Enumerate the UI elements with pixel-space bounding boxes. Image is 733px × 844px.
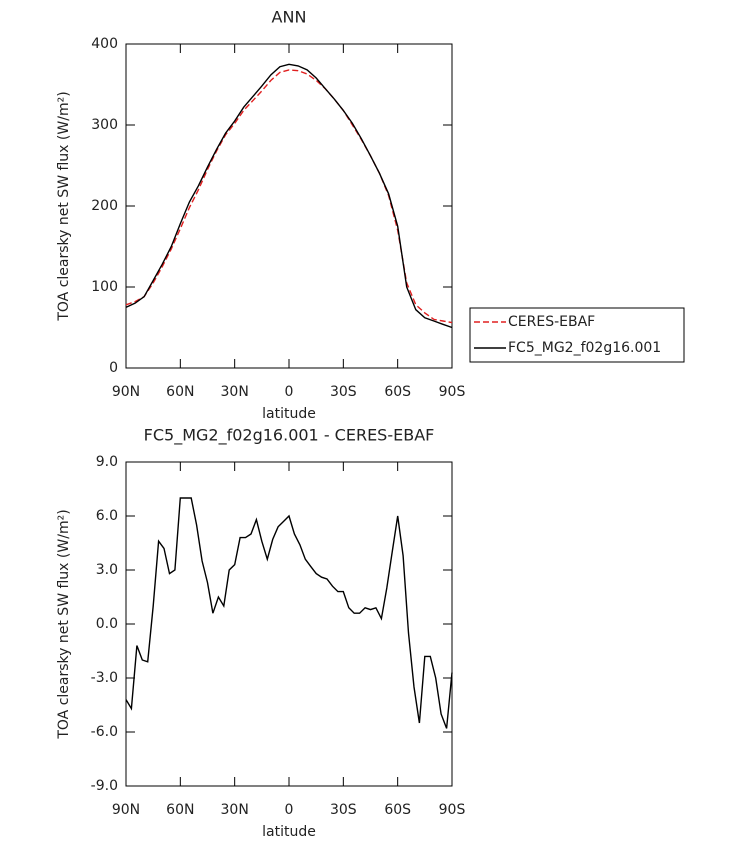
y-tick-label: 6.0 xyxy=(96,508,118,524)
x-tick-label: 30N xyxy=(221,802,249,818)
y-tick-label: 300 xyxy=(91,117,118,133)
data-line xyxy=(125,497,453,729)
plot-frame xyxy=(125,43,453,369)
y-tick-label: 3.0 xyxy=(96,562,118,578)
y-tick-label: 100 xyxy=(91,279,118,295)
y-tick-label: -6.0 xyxy=(91,724,118,740)
x-tick-label: 0 xyxy=(285,802,294,818)
y-tick-label: 400 xyxy=(91,36,118,52)
y-tick-label: 9.0 xyxy=(96,454,118,470)
x-tick-label: 60N xyxy=(166,384,194,400)
y-axis-label: TOA clearsky net SW flux (W/m²) xyxy=(56,91,72,321)
x-tick-label: 60N xyxy=(166,802,194,818)
x-tick-label: 60S xyxy=(384,802,411,818)
x-tick-label: 90S xyxy=(439,802,466,818)
x-tick-label: 90N xyxy=(112,384,140,400)
x-tick-label: 90S xyxy=(439,384,466,400)
x-tick-label: 30S xyxy=(330,384,357,400)
chart-title: FC5_MG2_f02g16.001 - CERES-EBAF xyxy=(144,426,435,446)
x-tick-label: 30N xyxy=(221,384,249,400)
y-tick-label: -9.0 xyxy=(91,778,118,794)
y-tick-label: 0 xyxy=(109,360,118,376)
chart-title: ANN xyxy=(272,8,307,27)
x-tick-label: 0 xyxy=(285,384,294,400)
data-line xyxy=(125,63,453,329)
x-axis-label: latitude xyxy=(262,406,316,422)
x-tick-label: 90N xyxy=(112,802,140,818)
plot-frame xyxy=(125,461,453,787)
x-tick-label: 30S xyxy=(330,802,357,818)
y-tick-label: 0.0 xyxy=(96,616,118,632)
x-tick-label: 60S xyxy=(384,384,411,400)
y-axis-label: TOA clearsky net SW flux (W/m²) xyxy=(56,509,72,739)
legend-label: FC5_MG2_f02g16.001 xyxy=(508,340,661,356)
x-axis-label: latitude xyxy=(262,824,316,840)
y-tick-label: -3.0 xyxy=(91,670,118,686)
y-tick-label: 200 xyxy=(91,198,118,214)
legend-label: CERES-EBAF xyxy=(508,314,595,330)
data-line xyxy=(125,69,453,324)
legend-box xyxy=(469,307,685,363)
